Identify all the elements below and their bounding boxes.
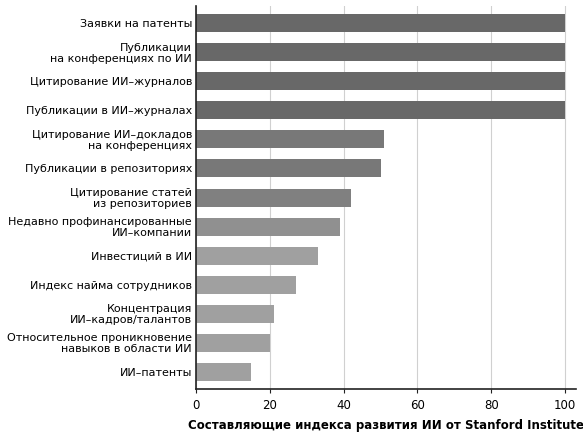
Bar [196,276,296,294]
Bar [196,160,381,178]
Bar [196,305,273,323]
Bar [196,131,384,149]
Bar [196,218,340,236]
Bar [196,44,565,62]
Bar [196,102,565,120]
X-axis label: Составляющие индекса развития ИИ от Stanford Institute: Составляющие индекса развития ИИ от Stan… [188,418,583,431]
Bar [196,15,565,33]
Bar [196,363,251,381]
Bar [196,189,351,207]
Bar [196,334,270,352]
Bar [196,73,565,91]
Bar [196,247,318,265]
